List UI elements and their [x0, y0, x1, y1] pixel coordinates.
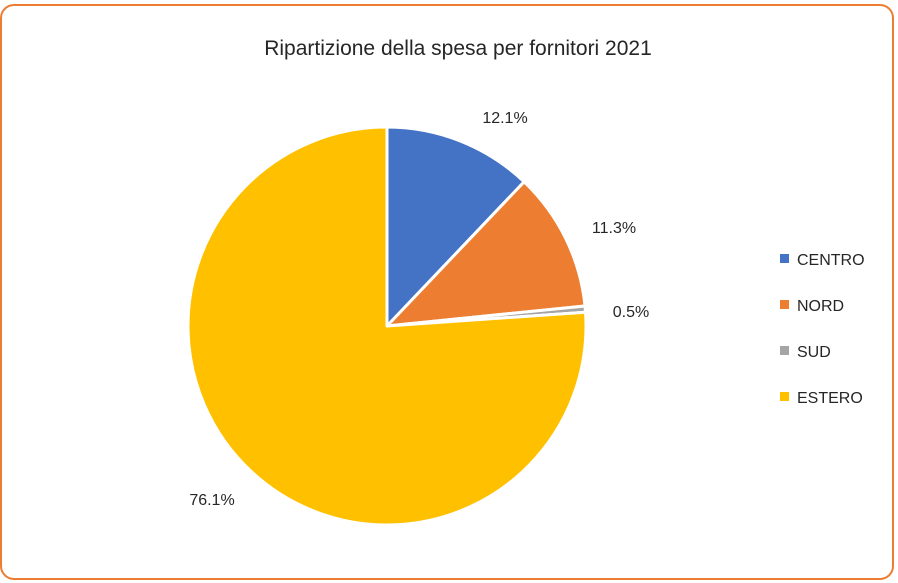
data-label-estero: 76.1% [189, 492, 234, 509]
chart-legend: CENTRO NORD SUD ESTERO [780, 252, 865, 407]
data-label-sud: 0.5% [613, 304, 649, 321]
pie-slices [186, 125, 588, 527]
legend-label-centro: CENTRO [797, 252, 865, 269]
legend-item-centro: CENTRO [780, 252, 865, 269]
chart-title: Ripartizione della spesa per fornitori 2… [264, 37, 652, 60]
pie-slice-centro [385, 125, 526, 328]
legend-swatch-estero [780, 392, 789, 401]
legend-item-sud: SUD [780, 344, 831, 361]
legend-swatch-sud [780, 346, 789, 355]
data-label-nord: 11.3% [592, 220, 636, 237]
legend-swatch-centro [780, 254, 789, 263]
pie-slice-estero [186, 125, 588, 527]
legend-item-estero: ESTERO [780, 390, 863, 407]
legend-label-estero: ESTERO [797, 390, 863, 407]
legend-item-nord: NORD [780, 298, 844, 315]
data-label-centro: 12.1% [482, 110, 527, 127]
pie-data-labels: 12.1% 11.3% 0.5% 76.1% [189, 110, 649, 509]
legend-swatch-nord [780, 300, 789, 309]
pie-slice-nord [385, 180, 587, 328]
legend-label-nord: NORD [797, 298, 844, 315]
legend-label-sud: SUD [797, 344, 831, 361]
